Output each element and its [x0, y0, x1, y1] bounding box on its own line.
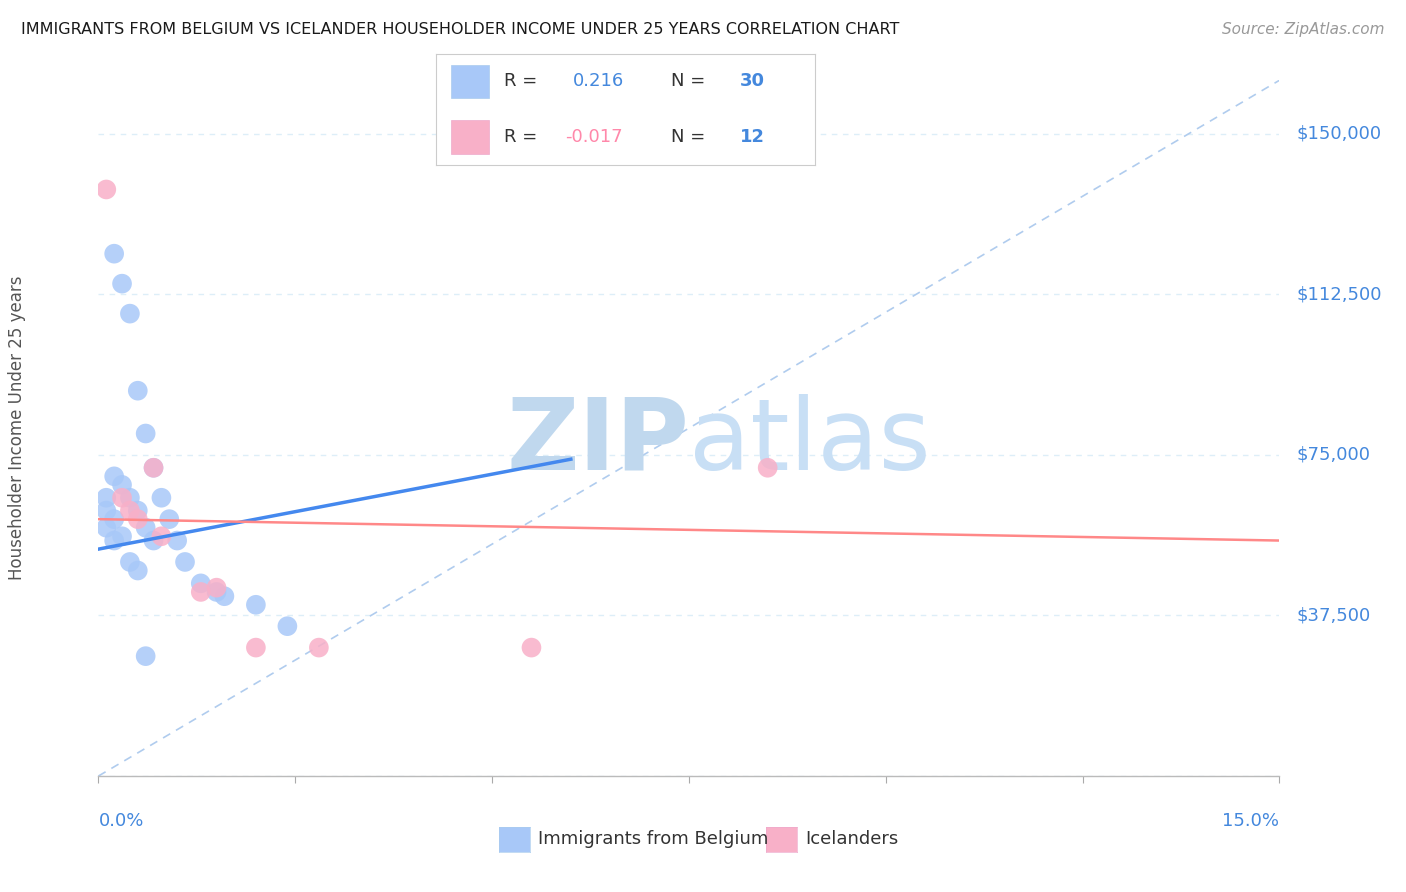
Text: 0.216: 0.216: [572, 72, 624, 90]
Point: [96, 521, 118, 535]
Point: [118, 555, 141, 569]
Text: $37,500: $37,500: [1296, 607, 1371, 624]
Point: [118, 491, 141, 505]
Text: $75,000: $75,000: [1296, 446, 1371, 464]
Point: [520, 640, 543, 655]
Bar: [451, 65, 489, 98]
Text: 0.0%: 0.0%: [98, 812, 143, 830]
Point: [103, 512, 125, 526]
Text: Icelanders: Icelanders: [806, 830, 898, 848]
Point: [127, 512, 149, 526]
Text: N =: N =: [671, 128, 711, 146]
Text: atlas: atlas: [689, 393, 931, 491]
Point: [96, 503, 118, 517]
Text: 12: 12: [740, 128, 765, 146]
Point: [245, 598, 267, 612]
Bar: [451, 120, 489, 154]
Text: R =: R =: [505, 128, 543, 146]
Point: [142, 460, 165, 475]
Point: [118, 307, 141, 321]
Point: [135, 521, 157, 535]
Point: [127, 503, 149, 517]
Point: [96, 182, 118, 196]
Point: [111, 478, 134, 492]
Point: [190, 576, 212, 591]
Point: [127, 384, 149, 398]
Text: $150,000: $150,000: [1296, 125, 1382, 143]
Point: [756, 460, 779, 475]
Point: [166, 533, 188, 548]
Point: [150, 491, 173, 505]
Point: [205, 585, 228, 599]
Point: [214, 589, 236, 603]
Text: -0.017: -0.017: [565, 128, 623, 146]
Point: [111, 277, 134, 291]
Point: [150, 529, 173, 543]
Point: [276, 619, 298, 633]
Point: [135, 649, 157, 664]
Text: 30: 30: [740, 72, 765, 90]
Point: [308, 640, 330, 655]
Point: [142, 533, 165, 548]
Point: [135, 426, 157, 441]
Text: Source: ZipAtlas.com: Source: ZipAtlas.com: [1222, 22, 1385, 37]
Point: [103, 533, 125, 548]
Point: [190, 585, 212, 599]
Text: N =: N =: [671, 72, 711, 90]
Point: [111, 529, 134, 543]
Point: [118, 503, 141, 517]
Point: [103, 469, 125, 483]
Point: [174, 555, 197, 569]
Text: R =: R =: [505, 72, 543, 90]
Point: [157, 512, 180, 526]
Point: [245, 640, 267, 655]
Point: [111, 491, 134, 505]
Text: $112,500: $112,500: [1296, 285, 1382, 303]
Point: [205, 581, 228, 595]
Text: ZIP: ZIP: [506, 393, 689, 491]
Text: Immigrants from Belgium: Immigrants from Belgium: [538, 830, 769, 848]
Point: [127, 564, 149, 578]
Text: Householder Income Under 25 years: Householder Income Under 25 years: [8, 276, 25, 581]
Text: 15.0%: 15.0%: [1222, 812, 1279, 830]
Point: [96, 491, 118, 505]
Point: [103, 246, 125, 260]
Point: [142, 460, 165, 475]
Text: IMMIGRANTS FROM BELGIUM VS ICELANDER HOUSEHOLDER INCOME UNDER 25 YEARS CORRELATI: IMMIGRANTS FROM BELGIUM VS ICELANDER HOU…: [21, 22, 900, 37]
